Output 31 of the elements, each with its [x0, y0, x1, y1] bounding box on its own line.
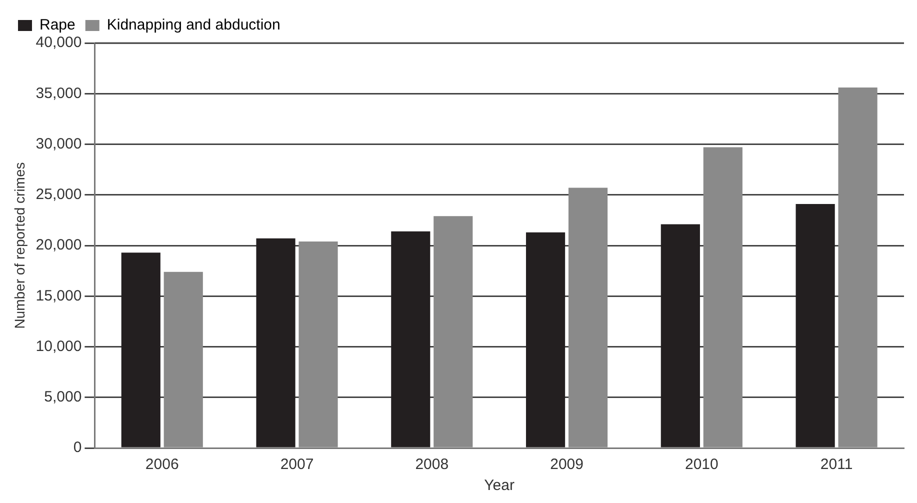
bar — [838, 88, 878, 448]
y-tick-label: 10,000 — [36, 338, 82, 355]
bar — [256, 238, 296, 448]
bar — [660, 224, 700, 448]
bar — [391, 231, 430, 448]
x-axis-title: Year — [484, 477, 514, 494]
x-tick-label: 2011 — [820, 456, 853, 474]
y-tick-label: 15,000 — [36, 287, 82, 304]
y-tick-label: 40,000 — [36, 34, 82, 52]
bar — [164, 272, 203, 448]
bar — [526, 232, 566, 448]
y-tick-label: 35,000 — [36, 84, 82, 102]
x-tick-label: 2006 — [145, 456, 179, 474]
bar — [298, 241, 338, 448]
x-tick-label: 2007 — [280, 456, 314, 474]
y-tick-label: 5,000 — [44, 388, 82, 406]
bar — [121, 252, 160, 448]
x-tick-label: 2010 — [684, 456, 718, 474]
legend-label: Rape — [40, 16, 76, 34]
bar — [434, 216, 473, 448]
x-tick-label: 2008 — [415, 456, 449, 474]
y-axis-title: Number of reported crimes — [11, 162, 28, 329]
x-tick-label: 2009 — [550, 456, 584, 474]
y-tick-label: 25,000 — [36, 186, 82, 204]
y-tick-label: 30,000 — [36, 135, 82, 152]
bar — [568, 188, 608, 448]
bar — [703, 147, 742, 448]
y-tick-label: 20,000 — [36, 236, 82, 254]
y-tick-label: 0 — [73, 439, 82, 456]
legend-label: Kidnapping and abduction — [106, 16, 280, 34]
bar — [796, 204, 835, 448]
